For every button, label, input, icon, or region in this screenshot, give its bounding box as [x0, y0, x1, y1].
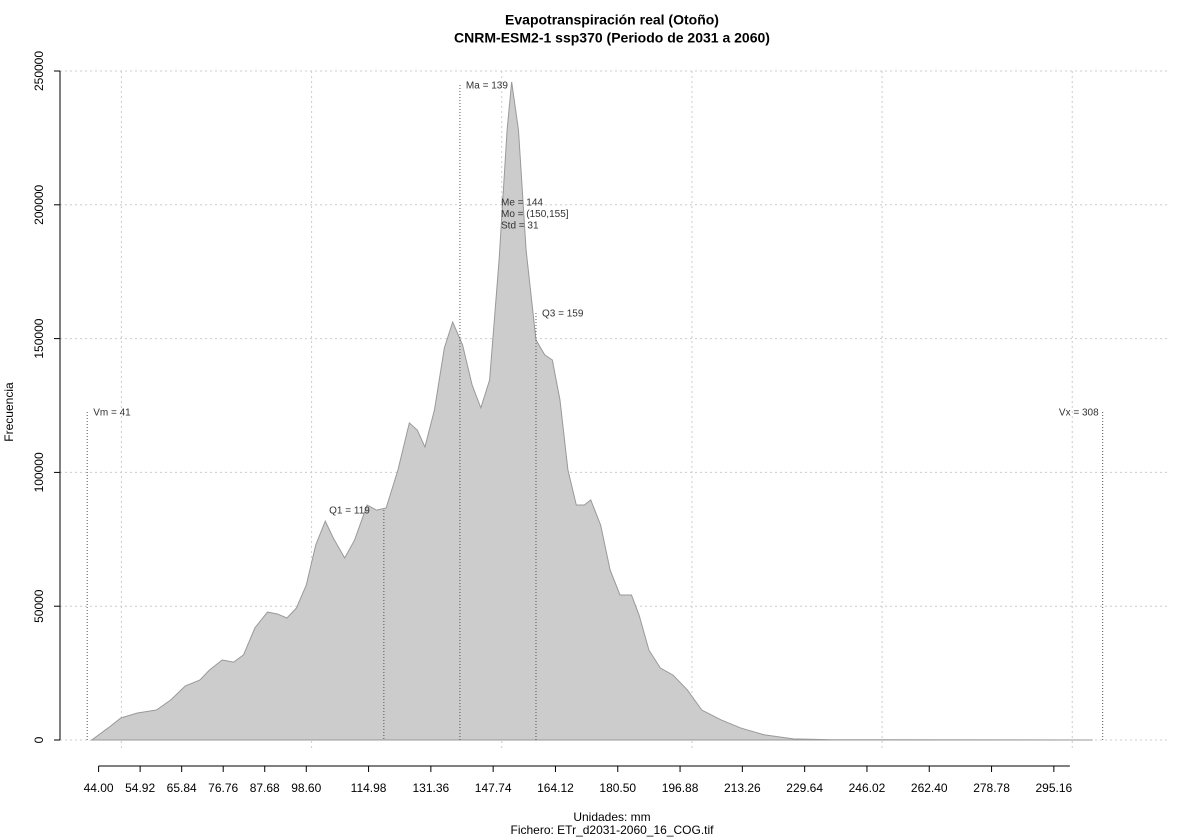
density-area [90, 81, 1093, 741]
x-tick-label: 114.98 [351, 781, 387, 795]
marker-label: Q1 = 119 [329, 506, 370, 517]
x-tick-label: 65.84 [167, 781, 197, 795]
marker-label: Q3 = 159 [542, 309, 584, 320]
x-tick-label: 229.64 [786, 781, 823, 795]
stat-label: Me = 144 [501, 198, 543, 209]
x-tick-label: 180.50 [599, 781, 636, 795]
y-tick-label: 150000 [32, 318, 46, 358]
x-tick-label: 213.26 [724, 781, 761, 795]
y-tick-label: 0 [32, 736, 46, 743]
y-tick-label: 50000 [32, 589, 46, 623]
caption: Fichero: ETr_d2031-2060_16_COG.tif [511, 823, 715, 837]
marker-label: Vm = 41 [93, 408, 131, 419]
marker-label: Vx = 308 [1059, 408, 1099, 419]
x-tick-label: 131.36 [413, 781, 450, 795]
x-tick-label: 164.12 [537, 781, 574, 795]
x-tick-label: 87.68 [250, 781, 280, 795]
x-tick-label: 295.16 [1035, 781, 1072, 795]
y-tick-label: 200000 [32, 184, 46, 224]
chart-title: Evapotranspiración real (Otoño) [505, 12, 719, 28]
x-tick-label: 196.88 [662, 781, 699, 795]
x-tick-label: 262.40 [911, 781, 948, 795]
x-tick-label: 54.92 [125, 781, 155, 795]
x-tick-label: 76.76 [208, 781, 238, 795]
stat-label: Mo = (150,155] [501, 209, 569, 220]
y-tick-label: 100000 [32, 452, 46, 492]
y-tick-label: 250000 [32, 51, 46, 91]
y-axis-label: Frecuencia [2, 382, 16, 442]
x-tick-label: 147.74 [475, 781, 512, 795]
x-tick-label: 278.78 [973, 781, 1010, 795]
x-axis-label: Unidades: mm [573, 810, 650, 824]
marker-label: Ma = 139 [466, 81, 508, 92]
stat-label: Std = 31 [501, 221, 539, 232]
chart-subtitle: CNRM-ESM2-1 ssp370 (Periodo de 2031 a 20… [454, 30, 770, 46]
x-tick-label: 98.60 [291, 781, 321, 795]
x-tick-label: 246.02 [849, 781, 886, 795]
x-tick-label: 44.00 [84, 781, 114, 795]
